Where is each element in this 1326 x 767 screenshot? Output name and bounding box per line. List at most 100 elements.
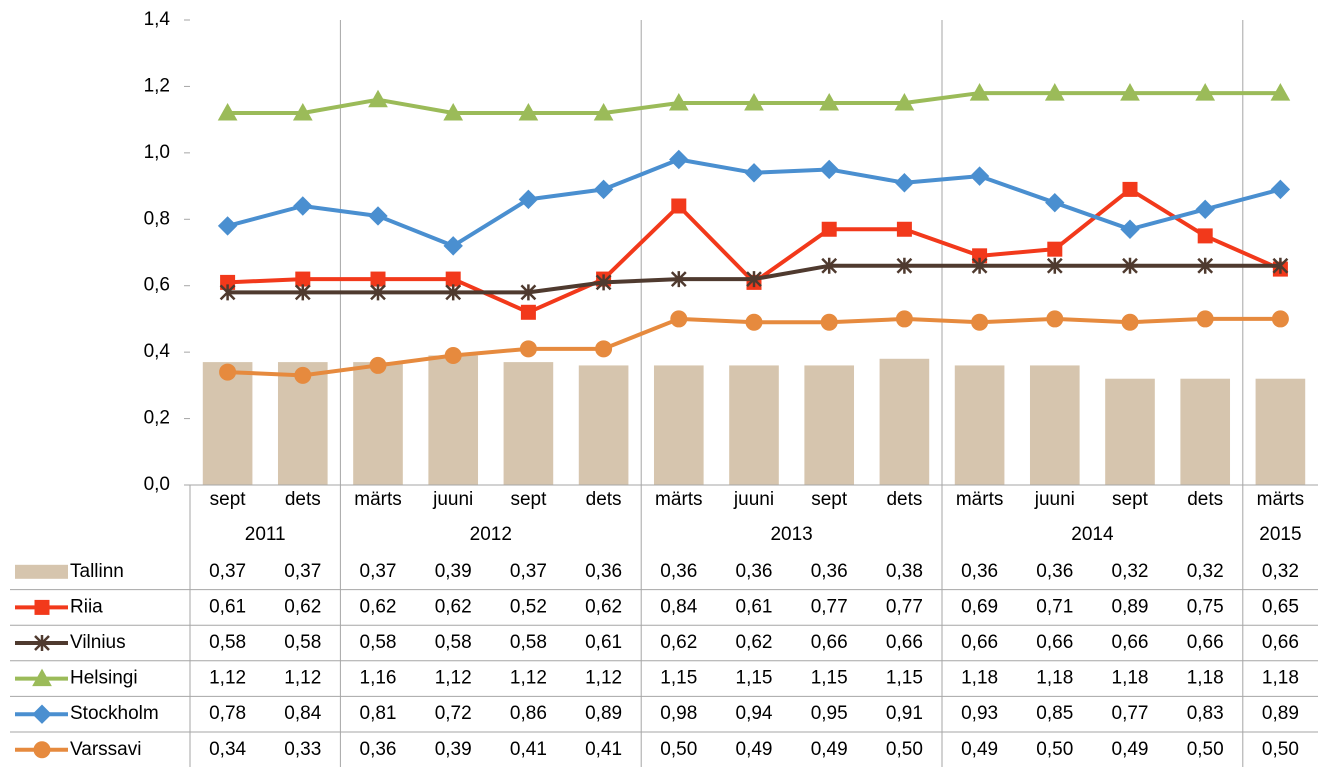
marker	[519, 340, 537, 358]
table-cell: 0,62	[585, 596, 622, 617]
legend-marker	[33, 741, 51, 759]
table-cell: 0,50	[886, 739, 923, 760]
marker	[1197, 257, 1214, 274]
marker	[518, 102, 539, 121]
y-tick-label: 0,2	[144, 408, 170, 429]
table-cell: 0,32	[1187, 561, 1224, 582]
marker	[368, 206, 388, 226]
table-cell: 0,62	[435, 596, 472, 617]
table-cell: 0,39	[435, 739, 472, 760]
marker	[219, 284, 236, 301]
table-cell: 0,89	[1262, 703, 1299, 724]
table-cell: 1,18	[1262, 668, 1299, 689]
table-cell: 0,58	[209, 632, 246, 653]
marker	[1122, 257, 1138, 274]
marker	[370, 271, 386, 287]
marker	[969, 83, 990, 101]
y-tick-label: 1,4	[144, 9, 171, 30]
marker	[593, 102, 614, 121]
bar	[729, 365, 779, 485]
marker	[1120, 83, 1140, 101]
marker	[293, 196, 313, 216]
table-cell: 1,18	[1036, 668, 1073, 689]
marker	[895, 310, 913, 328]
marker	[971, 313, 989, 331]
bar	[428, 355, 479, 485]
marker	[292, 102, 313, 121]
table-cell: 0,89	[1112, 596, 1149, 617]
marker	[971, 257, 988, 274]
bar	[954, 365, 1005, 485]
table-cell: 0,91	[886, 703, 923, 724]
table-cell: 0,37	[209, 561, 246, 582]
marker	[745, 313, 763, 331]
marker	[445, 271, 461, 287]
x-tick-label: juuni	[1034, 489, 1075, 510]
marker	[1272, 257, 1289, 274]
table-cell: 0,36	[736, 561, 773, 582]
table-cell: 0,61	[209, 596, 246, 617]
table-cell: 0,98	[660, 703, 697, 724]
marker	[670, 271, 687, 288]
table-cell: 0,36	[811, 561, 848, 582]
table-cell: 1,16	[360, 668, 397, 689]
marker	[217, 216, 238, 236]
marker	[1196, 310, 1214, 328]
marker	[744, 163, 764, 183]
marker	[595, 340, 613, 358]
table-cell: 0,71	[1036, 596, 1073, 617]
table-cell: 0,84	[660, 596, 697, 617]
legend-marker	[32, 668, 52, 687]
marker	[370, 284, 386, 301]
table-cell: 0,66	[1262, 632, 1299, 653]
legend-label: Riia	[70, 596, 103, 617]
table-cell: 0,36	[660, 561, 697, 582]
marker	[670, 310, 688, 328]
table-cell: 1,12	[435, 668, 472, 689]
table-cell: 0,41	[585, 739, 622, 760]
marker	[1047, 241, 1063, 257]
marker	[1271, 310, 1289, 328]
x-tick-label: dets	[586, 489, 622, 510]
table-cell: 0,77	[811, 596, 848, 617]
table-cell: 0,62	[284, 596, 321, 617]
x-tick-label: sept	[1112, 489, 1149, 510]
table-cell: 0,39	[435, 561, 472, 582]
table-cell: 0,81	[360, 703, 397, 724]
marker	[443, 102, 464, 121]
bar	[804, 365, 855, 485]
marker	[1122, 181, 1138, 197]
marker	[445, 284, 462, 301]
marker	[669, 149, 689, 170]
marker	[746, 271, 762, 288]
bar	[653, 365, 704, 485]
marker	[595, 274, 612, 291]
y-tick-label: 0,4	[144, 341, 171, 362]
x-tick-label: märts	[1257, 489, 1305, 510]
marker	[819, 159, 839, 180]
table-cell: 0,32	[1112, 561, 1149, 582]
group-label: 2013	[770, 524, 812, 545]
x-tick-label: dets	[886, 489, 922, 510]
table-cell: 1,18	[1112, 668, 1149, 689]
bar	[202, 362, 253, 485]
legend-label: Stockholm	[70, 703, 159, 724]
table-cell: 0,62	[736, 632, 773, 653]
table-cell: 0,66	[1112, 632, 1149, 653]
marker	[1270, 179, 1291, 200]
table-cell: 0,50	[1187, 739, 1224, 760]
table-cell: 1,12	[284, 668, 321, 689]
table-cell: 0,36	[360, 739, 397, 760]
table-cell: 0,49	[961, 739, 998, 760]
y-tick-label: 0,8	[144, 208, 170, 229]
marker	[1197, 228, 1213, 244]
bar	[879, 358, 930, 485]
table-cell: 0,66	[811, 632, 848, 653]
table-cell: 0,38	[886, 561, 923, 582]
marker	[219, 363, 237, 381]
group-label: 2011	[245, 524, 286, 545]
legend-marker	[32, 704, 52, 724]
table-cell: 0,62	[660, 632, 697, 653]
table-cell: 0,58	[360, 632, 397, 653]
table-cell: 0,37	[284, 561, 321, 582]
